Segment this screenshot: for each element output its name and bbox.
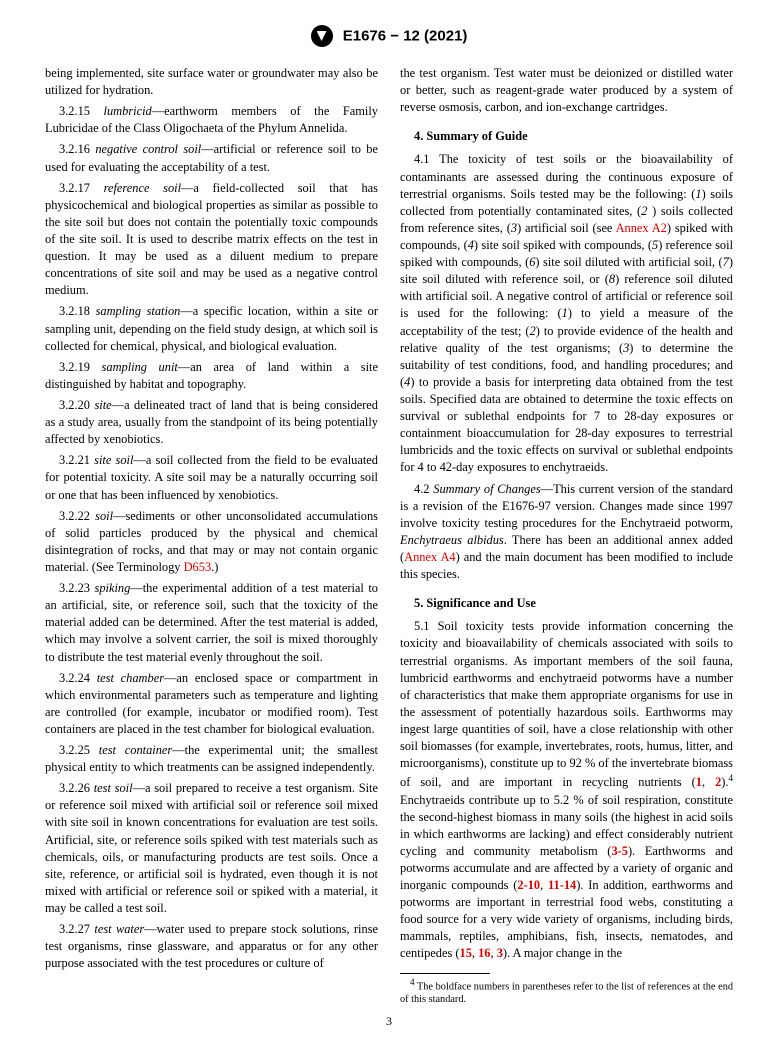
- ref-d653-link[interactable]: D653: [184, 560, 212, 574]
- def-3-2-22: 3.2.22 soil—sediments or other unconsoli…: [45, 508, 378, 576]
- designation: E1676 − 12 (2021): [343, 28, 468, 45]
- def-3-2-15: 3.2.15 lumbricid—earthworm members of th…: [45, 103, 378, 137]
- page-number: 3: [0, 1014, 778, 1029]
- body-columns: being implemented, site surface water or…: [45, 65, 733, 1007]
- para-4-2: 4.2 Summary of Changes—This current vers…: [400, 481, 733, 584]
- page-header: E1676 − 12 (2021): [45, 25, 733, 47]
- para-continuation: being implemented, site surface water or…: [45, 65, 378, 99]
- footnote-rule: [400, 973, 490, 974]
- ref-2-10[interactable]: 2-10: [517, 878, 540, 892]
- footnote-block: 4 The boldface numbers in parentheses re…: [400, 973, 733, 1007]
- ref-16[interactable]: 16: [478, 946, 490, 960]
- page: E1676 − 12 (2021) being implemented, sit…: [0, 0, 778, 1041]
- para-continuation-right: the test organism. Test water must be de…: [400, 65, 733, 116]
- def-3-2-27: 3.2.27 test water—water used to prepare …: [45, 921, 378, 972]
- annex-a2-link[interactable]: Annex A2: [616, 221, 667, 235]
- para-5-1: 5.1 Soil toxicity tests provide informat…: [400, 618, 733, 962]
- astm-logo-icon: [311, 25, 333, 47]
- def-3-2-21: 3.2.21 site soil—a soil collected from t…: [45, 452, 378, 503]
- def-3-2-20: 3.2.20 site—a delineated tract of land t…: [45, 397, 378, 448]
- annex-a4-link[interactable]: Annex A4: [404, 550, 455, 564]
- section-5-head: 5. Significance and Use: [400, 595, 733, 612]
- ref-15[interactable]: 15: [460, 946, 472, 960]
- footnote-4-marker: 4: [729, 773, 734, 783]
- def-3-2-23: 3.2.23 spiking—the experimental addition…: [45, 580, 378, 666]
- para-4-1: 4.1 The toxicity of test soils or the bi…: [400, 151, 733, 476]
- def-3-2-25: 3.2.25 test container—the experimental u…: [45, 742, 378, 776]
- section-4-head: 4. Summary of Guide: [400, 128, 733, 145]
- def-3-2-18: 3.2.18 sampling station—a specific locat…: [45, 303, 378, 354]
- def-3-2-17: 3.2.17 reference soil—a field-collected …: [45, 180, 378, 300]
- def-3-2-16: 3.2.16 negative control soil—artificial …: [45, 141, 378, 175]
- def-3-2-26: 3.2.26 test soil—a soil prepared to rece…: [45, 780, 378, 917]
- def-3-2-24: 3.2.24 test chamber—an enclosed space or…: [45, 670, 378, 738]
- ref-11-14[interactable]: 11-14: [548, 878, 576, 892]
- footnote-4: 4 The boldface numbers in parentheses re…: [400, 977, 733, 1007]
- def-3-2-19: 3.2.19 sampling unit—an area of land wit…: [45, 359, 378, 393]
- ref-3-5[interactable]: 3-5: [611, 844, 628, 858]
